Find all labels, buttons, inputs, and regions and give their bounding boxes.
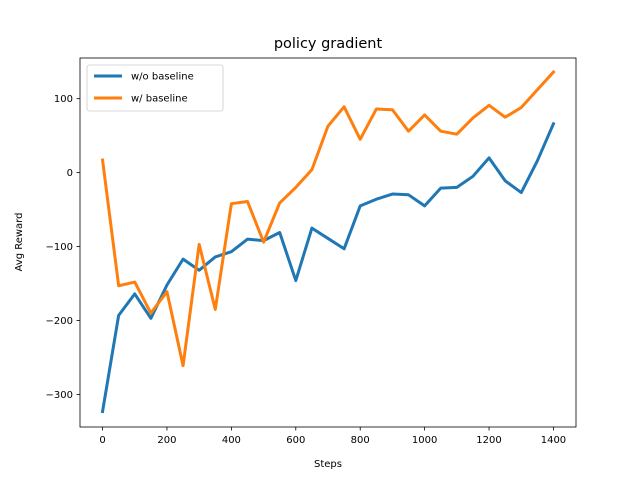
y-axis-label: Avg Reward xyxy=(14,213,25,272)
x-tick-label: 800 xyxy=(351,435,370,446)
x-tick-label: 600 xyxy=(286,435,305,446)
plot-frame xyxy=(79,57,577,428)
x-tick-label: 400 xyxy=(222,435,241,446)
legend: w/o baseline w/ baseline xyxy=(86,64,224,112)
series-layer xyxy=(100,69,556,414)
x-axis: 0 200 400 600 800 1000 1200 1400 xyxy=(99,427,566,446)
series-line-0 xyxy=(100,121,556,414)
y-tick-label: −200 xyxy=(46,316,73,327)
y-tick-label: 100 xyxy=(54,94,73,105)
x-tick-label: 1200 xyxy=(476,435,501,446)
y-axis: −300 −200 −100 0 100 xyxy=(46,94,80,401)
x-tick-label: 1000 xyxy=(412,435,437,446)
legend-label-0: w/o baseline xyxy=(131,72,194,83)
x-tick-label: 200 xyxy=(157,435,176,446)
x-tick-label: 0 xyxy=(99,435,105,446)
chart-title: policy gradient xyxy=(274,36,383,52)
legend-label-1: w/ baseline xyxy=(131,94,188,105)
x-axis-label: Steps xyxy=(314,459,342,470)
x-tick-label: 1400 xyxy=(541,435,566,446)
y-tick-label: −100 xyxy=(46,242,73,253)
y-tick-label: −300 xyxy=(46,390,73,401)
y-tick-label: 0 xyxy=(67,168,73,179)
series-line-1 xyxy=(100,69,556,368)
